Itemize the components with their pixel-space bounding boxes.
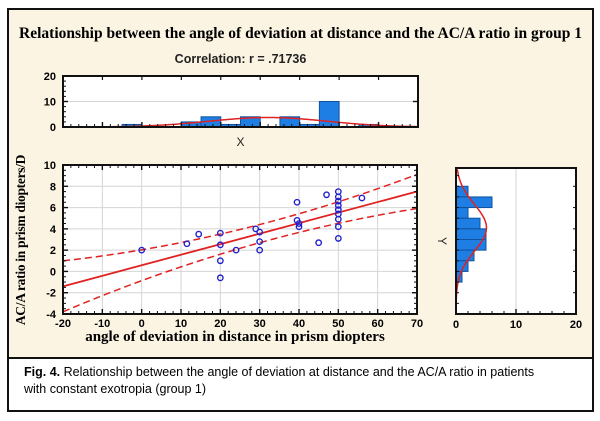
y-marginal-axis-label: Y bbox=[435, 236, 449, 245]
scatter-point bbox=[256, 228, 264, 236]
scatter-point bbox=[293, 198, 301, 206]
scatter-y-tick-label: 8 bbox=[50, 181, 56, 193]
scatter-point bbox=[334, 197, 342, 205]
y-histogram-bar bbox=[455, 185, 469, 198]
x-histogram-tick-label: 0 bbox=[50, 122, 56, 134]
y-histogram-tick-label: 0 bbox=[453, 319, 459, 331]
scatter-point bbox=[334, 206, 342, 214]
scatter-point bbox=[334, 215, 342, 223]
scatter-x-tick-label: 40 bbox=[293, 318, 305, 330]
scatter-point bbox=[216, 229, 224, 237]
scatter-point bbox=[256, 238, 264, 246]
confidence-band-upper bbox=[62, 173, 418, 262]
scatter-x-tick-label: 10 bbox=[175, 318, 187, 330]
scatter-y-tick-label: 6 bbox=[50, 203, 56, 215]
scatter-y-tick-label: -2 bbox=[46, 288, 56, 300]
scatter-x-tick-label: 50 bbox=[332, 318, 344, 330]
scatter-y-tick-label: 10 bbox=[44, 160, 56, 172]
caption-line-1: Fig. 4. Relationship between the angle o… bbox=[24, 364, 572, 381]
scatter-x-tick-label: -20 bbox=[55, 318, 71, 330]
scatter-point bbox=[334, 202, 342, 209]
scatter-point bbox=[216, 257, 224, 265]
caption-separator-line bbox=[9, 357, 592, 359]
scatter-x-tick-label: 30 bbox=[254, 318, 266, 330]
scatter-point bbox=[295, 220, 303, 227]
scatter-point bbox=[315, 239, 323, 247]
regression-line bbox=[62, 190, 418, 288]
scatter-point bbox=[216, 274, 224, 282]
scatter-y-tick-label: 0 bbox=[50, 266, 56, 278]
caption-text-1: Relationship between the angle of deviat… bbox=[63, 365, 535, 379]
scatter-point bbox=[183, 240, 191, 248]
scatter-y-tick-label: 2 bbox=[50, 245, 56, 257]
scatter-point bbox=[138, 246, 146, 254]
scatter-x-axis-label: angle of deviation in distance in prism … bbox=[85, 329, 385, 345]
caption-prefix: Fig. 4. bbox=[24, 365, 61, 379]
scatter-x-tick-label: 20 bbox=[214, 318, 226, 330]
scatter-x-tick-label: 70 bbox=[411, 318, 423, 330]
x-histogram-tick-label: 20 bbox=[44, 71, 56, 83]
scatter-point bbox=[252, 225, 260, 233]
correlation-subtitle: Correlation: r = .71736 bbox=[174, 52, 307, 66]
scatter-point bbox=[358, 194, 366, 202]
scatter-y-tick-label: 4 bbox=[50, 224, 57, 236]
y-histogram-tick-label: 10 bbox=[510, 319, 522, 331]
scatter-point bbox=[256, 246, 264, 254]
scatter-x-tick-label: 60 bbox=[372, 318, 384, 330]
confidence-band-lower bbox=[62, 207, 418, 313]
scatter-point bbox=[195, 230, 203, 238]
scatter-point bbox=[232, 246, 240, 254]
y-histogram-normal-curve bbox=[455, 169, 488, 304]
y-histogram-bar bbox=[455, 228, 487, 241]
y-histogram-bar bbox=[455, 217, 481, 230]
page-title: Relationship between the angle of deviat… bbox=[19, 25, 582, 42]
y-histogram-bar bbox=[455, 196, 493, 209]
x-histogram-tick-label: 10 bbox=[44, 97, 56, 109]
scatter-point bbox=[216, 241, 224, 249]
scatter-y-tick-label: -4 bbox=[46, 309, 57, 321]
y-histogram-bar bbox=[455, 207, 469, 219]
scatter-point bbox=[295, 223, 303, 231]
scatter-point bbox=[334, 193, 342, 201]
scatter-x-tick-label: 0 bbox=[139, 318, 145, 330]
scatter-point bbox=[334, 235, 342, 242]
y-histogram-tick-label: 20 bbox=[570, 319, 582, 331]
figure-caption: Fig. 4. Relationship between the angle o… bbox=[24, 364, 572, 398]
scatter-point bbox=[323, 191, 330, 199]
scatter-y-axis-label: AC/A ratio in prism diopters/D bbox=[13, 154, 28, 326]
caption-text-2: with constant exotropia (group 1) bbox=[24, 381, 207, 396]
scatter-point bbox=[334, 223, 342, 231]
scatter-x-tick-label: -10 bbox=[94, 318, 110, 330]
x-histogram-bar bbox=[318, 101, 340, 128]
x-marginal-axis-label: X bbox=[236, 135, 245, 149]
